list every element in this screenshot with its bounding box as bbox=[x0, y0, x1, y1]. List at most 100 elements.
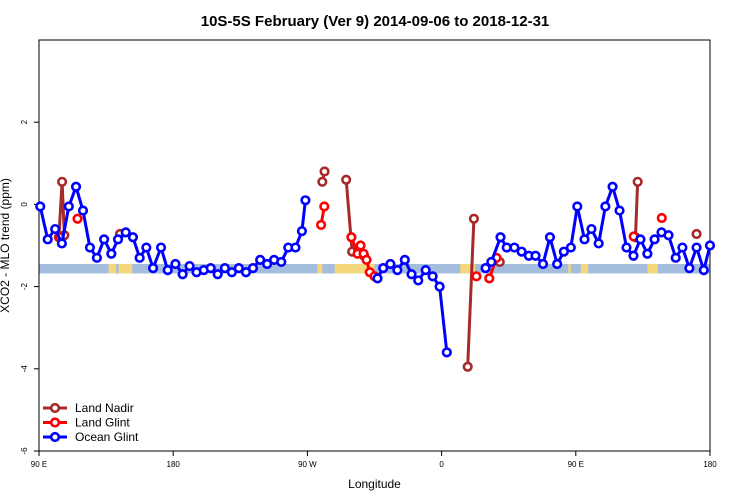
data-point bbox=[593, 238, 604, 249]
data-point bbox=[698, 265, 709, 276]
land-band-segment bbox=[568, 263, 571, 274]
data-point bbox=[91, 252, 103, 263]
data-point bbox=[607, 181, 618, 192]
data-point bbox=[120, 227, 131, 238]
y-axis-label: XCO2 - MLO trend (ppm) bbox=[0, 178, 12, 313]
data-point bbox=[691, 228, 702, 240]
data-point bbox=[632, 176, 643, 187]
y-axis: 2 0 -2 -4 -6 bbox=[20, 119, 39, 455]
data-point bbox=[276, 256, 287, 268]
data-point bbox=[372, 273, 383, 284]
data-point bbox=[147, 263, 159, 274]
data-point bbox=[226, 267, 237, 278]
data-point bbox=[341, 174, 352, 185]
data-point bbox=[290, 242, 301, 253]
data-point bbox=[635, 234, 646, 245]
x-tick-label: 0 bbox=[439, 460, 444, 469]
data-point bbox=[205, 263, 216, 274]
land-band-segment bbox=[108, 263, 117, 274]
data-point bbox=[255, 254, 266, 265]
data-point bbox=[134, 252, 145, 263]
y-tick-label: -2 bbox=[20, 282, 29, 290]
data-point bbox=[300, 195, 311, 206]
data-point bbox=[441, 347, 452, 358]
data-point bbox=[572, 201, 583, 212]
data-point bbox=[677, 242, 688, 253]
data-point bbox=[530, 250, 541, 261]
data-point bbox=[462, 361, 473, 372]
data-point bbox=[233, 263, 244, 274]
data-point bbox=[57, 176, 68, 187]
series-line bbox=[466, 218, 476, 367]
data-point bbox=[355, 240, 366, 251]
data-point bbox=[106, 248, 117, 259]
data-point bbox=[434, 281, 445, 292]
legend-label: Ocean Glint bbox=[75, 430, 139, 444]
data-point bbox=[565, 242, 576, 253]
series-layer bbox=[35, 166, 716, 372]
data-point bbox=[141, 242, 152, 253]
data-point bbox=[262, 258, 273, 270]
data-point bbox=[212, 269, 223, 280]
x-tick-label: 90 E bbox=[31, 460, 47, 469]
data-point bbox=[399, 254, 410, 265]
data-point bbox=[420, 265, 431, 276]
data-point bbox=[184, 260, 195, 272]
data-point bbox=[468, 213, 480, 224]
data-point bbox=[656, 212, 667, 224]
data-point bbox=[346, 232, 357, 243]
data-point bbox=[642, 248, 653, 259]
data-point bbox=[558, 246, 569, 257]
data-point bbox=[56, 238, 67, 249]
data-point bbox=[155, 242, 167, 253]
data-point bbox=[70, 181, 82, 192]
data-point bbox=[480, 263, 491, 274]
data-point bbox=[684, 263, 695, 274]
series-line bbox=[633, 181, 640, 238]
data-point bbox=[509, 242, 520, 253]
data-point bbox=[84, 242, 96, 253]
data-point bbox=[385, 258, 396, 270]
land-band-segment bbox=[317, 263, 323, 274]
land-band-segment bbox=[460, 263, 476, 274]
data-point bbox=[177, 269, 188, 280]
data-point bbox=[406, 269, 417, 280]
land-band-segment bbox=[580, 263, 589, 274]
data-point bbox=[579, 234, 590, 245]
data-point bbox=[628, 250, 639, 261]
legend-marker bbox=[49, 431, 61, 443]
y-tick-label: -4 bbox=[20, 365, 29, 373]
data-point bbox=[392, 265, 403, 276]
data-point bbox=[315, 219, 327, 231]
data-point bbox=[219, 263, 230, 274]
data-point bbox=[112, 234, 124, 245]
data-point bbox=[99, 234, 110, 245]
data-point bbox=[42, 234, 53, 245]
x-tick-label: 90 E bbox=[568, 460, 584, 469]
data-point bbox=[127, 232, 139, 243]
data-point bbox=[35, 201, 46, 212]
y-tick-label: 2 bbox=[20, 119, 29, 124]
x-tick-label: 90 W bbox=[298, 460, 317, 469]
data-point bbox=[484, 273, 495, 284]
data-point bbox=[77, 205, 89, 216]
data-point bbox=[600, 201, 611, 212]
data-point bbox=[704, 240, 716, 251]
data-point bbox=[162, 265, 173, 276]
data-point bbox=[247, 263, 259, 274]
data-point bbox=[544, 232, 556, 243]
data-point bbox=[63, 201, 74, 212]
data-point bbox=[319, 166, 330, 177]
data-point bbox=[670, 252, 681, 263]
data-point bbox=[537, 258, 549, 270]
data-point bbox=[240, 267, 252, 278]
data-point bbox=[317, 176, 328, 187]
data-point bbox=[586, 223, 597, 235]
series-ocean-glint bbox=[35, 181, 716, 358]
data-point bbox=[319, 201, 330, 212]
land-band-segment bbox=[118, 263, 133, 274]
data-point bbox=[663, 230, 674, 241]
data-point bbox=[296, 226, 308, 237]
